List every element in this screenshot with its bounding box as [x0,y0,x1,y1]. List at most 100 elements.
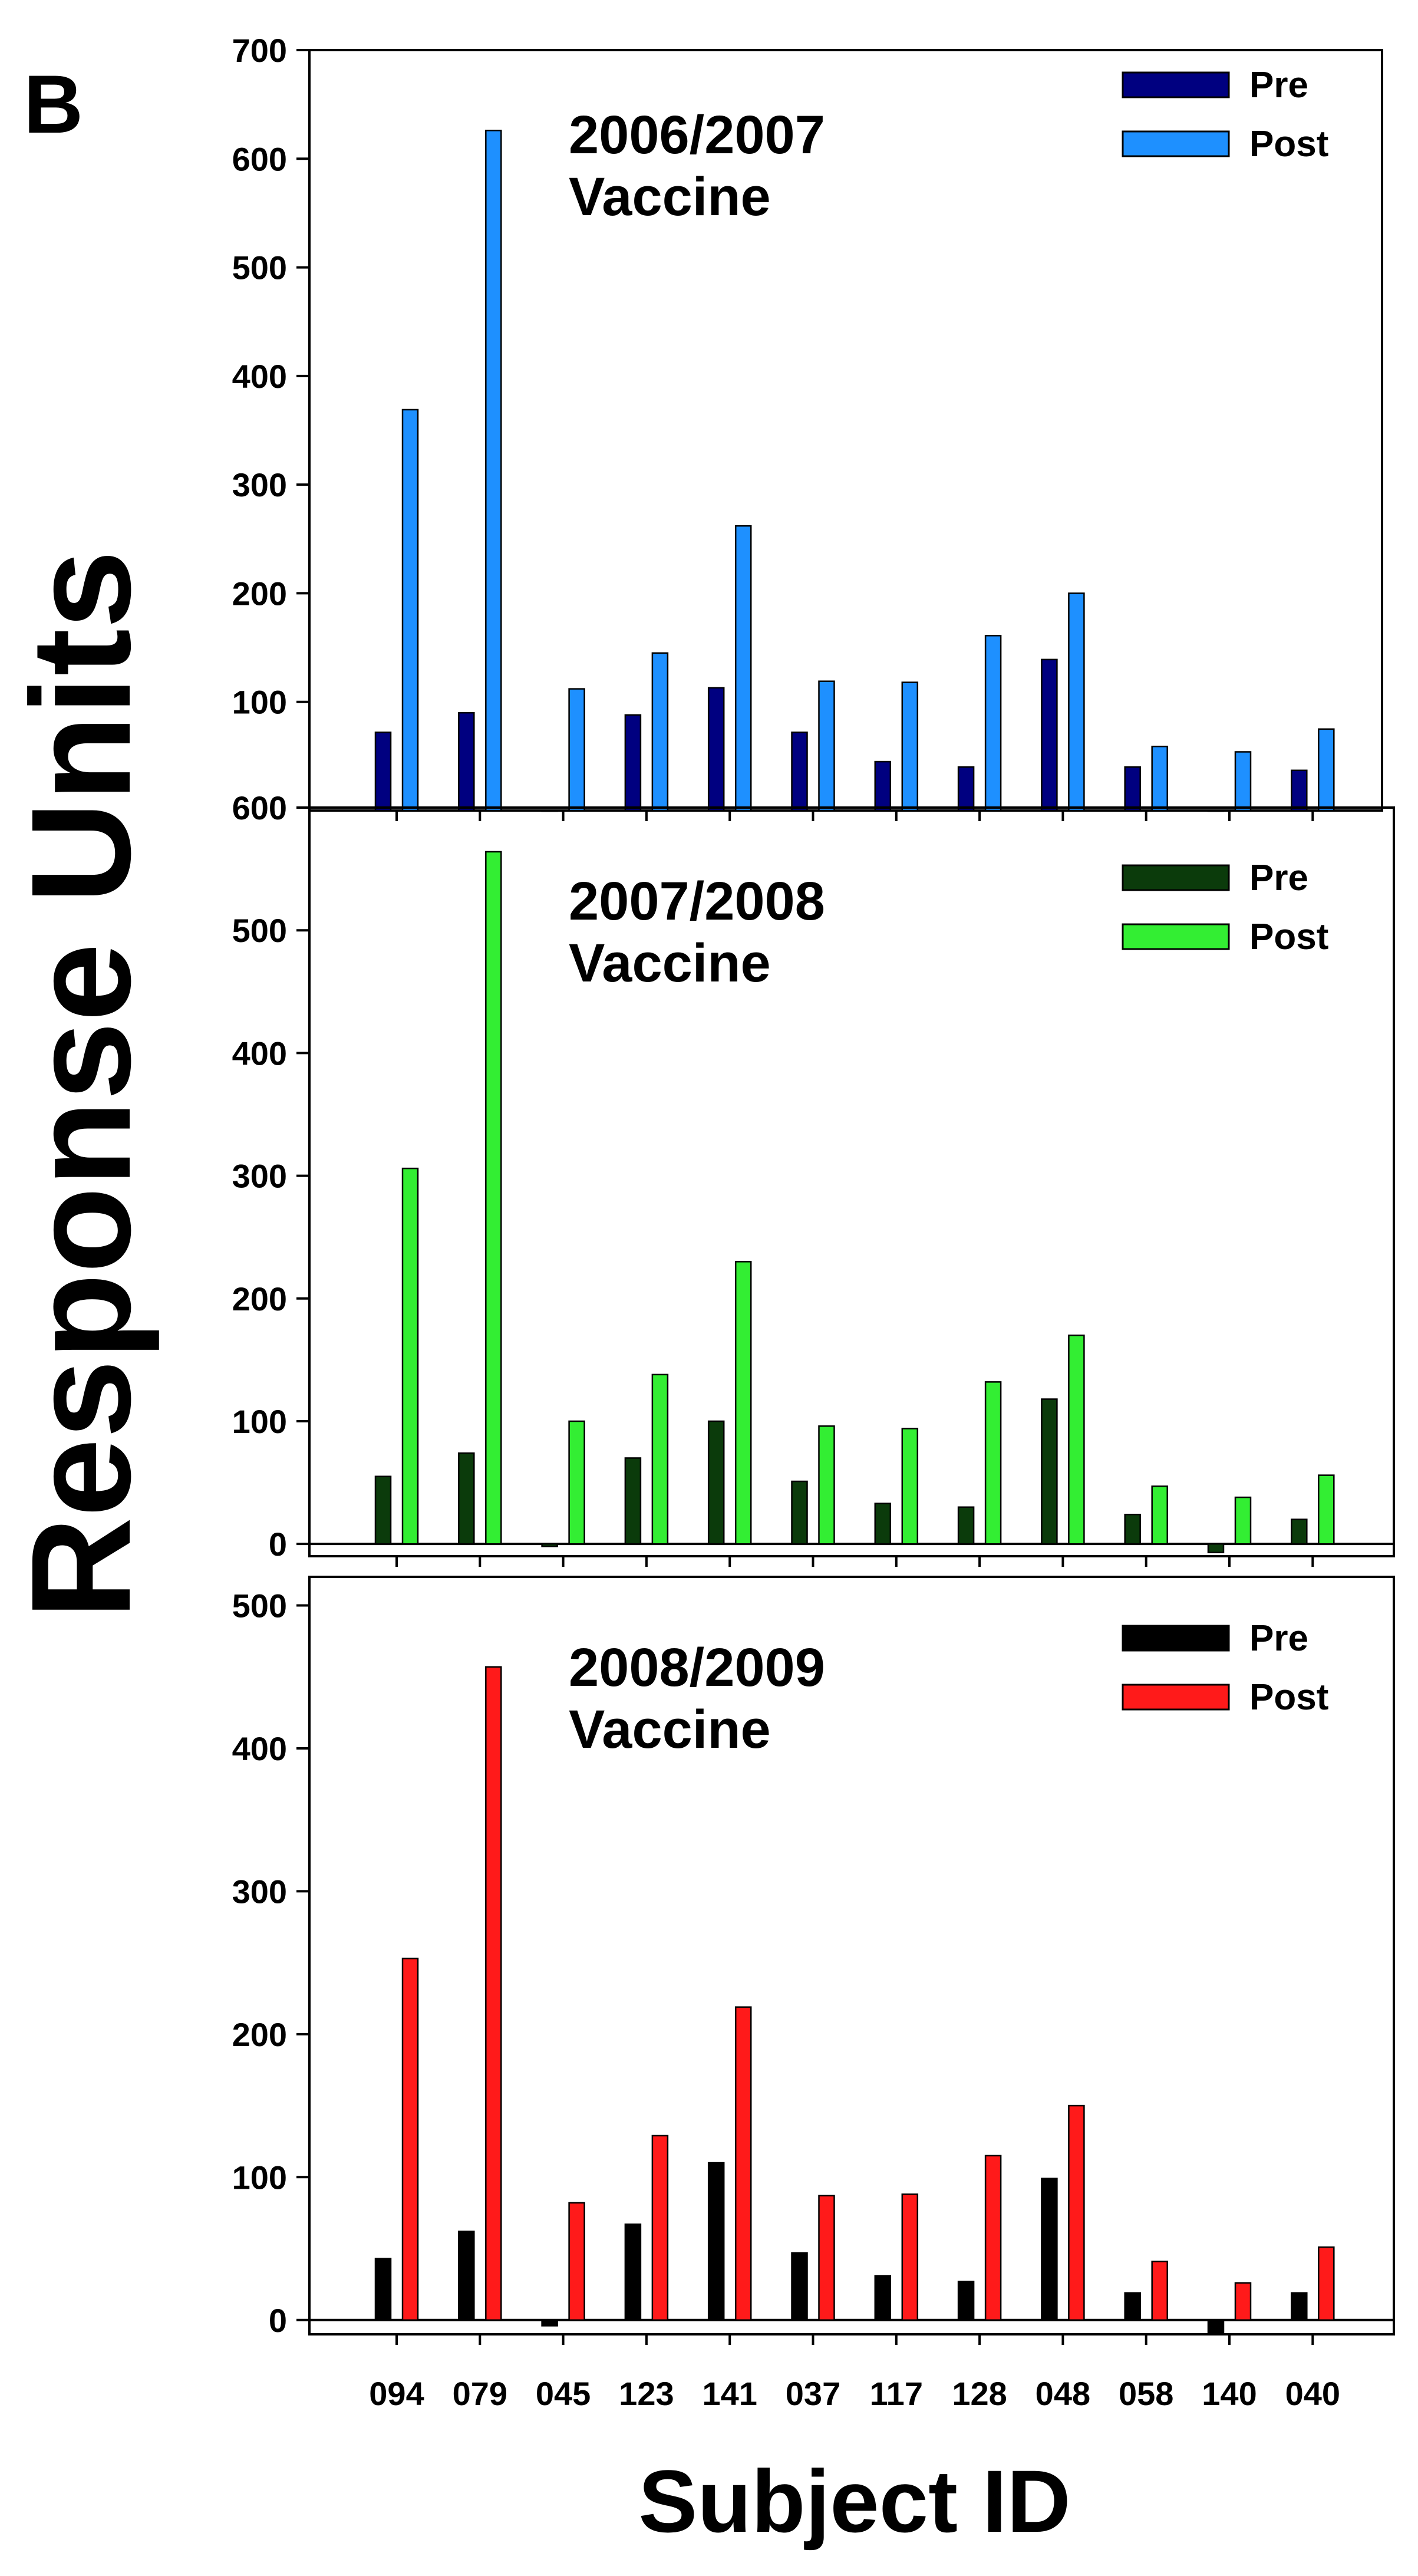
y-tick-label: 400 [232,358,287,395]
legend-label-post: Post [1249,1677,1328,1718]
bar-post-141 [734,2006,752,2321]
x-tick-label: 123 [619,2375,674,2412]
legend-swatch-post [1122,130,1230,157]
panel-title: 2006/2007 Vaccine [569,105,825,227]
bar-pre-045 [541,1543,558,1547]
bar-pre-048 [1041,2178,1058,2321]
bar-post-141 [734,1261,752,1545]
bar-pre-048 [1041,658,1058,812]
bar-pre-037 [791,2252,808,2321]
bar-pre-094 [374,1475,392,1545]
x-tick-label: 141 [702,2375,757,2412]
bar-pre-123 [624,2223,642,2321]
bar-pre-140 [1207,1543,1225,1554]
bar-post-094 [401,1958,419,2321]
bar-pre-079 [458,2231,475,2321]
panel-title-line: 2007/2008 [569,871,825,931]
bar-post-040 [1318,2246,1335,2321]
x-tick-label: 058 [1119,2375,1173,2412]
y-tick-label: 100 [232,2159,287,2196]
panel-title-line: 2008/2009 [569,1638,825,1698]
x-tick-label: 117 [870,2375,923,2412]
legend-swatch-pre [1122,864,1230,891]
bar-post-079 [485,851,502,1545]
bar-post-048 [1068,2104,1085,2321]
bar-post-040 [1318,728,1335,812]
bar-post-045 [568,2202,585,2321]
y-tick-label: 200 [232,1280,287,1317]
bar-post-140 [1234,751,1252,812]
y-tick-label: 400 [232,1730,287,1767]
legend-label-post: Post [1249,124,1328,164]
bar-pre-079 [458,1452,475,1545]
y-tick-label: 100 [232,1403,287,1440]
legend-swatch-post [1122,923,1230,950]
bar-post-079 [485,130,502,812]
panel-title-line: Vaccine [569,933,771,993]
y-tick-label: 500 [232,1587,287,1624]
bar-post-123 [651,1373,669,1545]
bar-post-140 [1234,2282,1252,2321]
panel-title: 2007/2008 Vaccine [569,871,825,993]
bar-pre-058 [1124,1513,1141,1545]
y-tick-label: 300 [232,1873,287,1910]
bar-pre-117 [874,2275,892,2321]
bar-post-045 [568,688,585,812]
chart-panel-2: 0 100 200 300 400 500 600 2007/2008 Vaccine Pre Po… [232,789,1395,1567]
bar-post-048 [1068,592,1085,812]
panel-letter: B [24,58,83,150]
bar-pre-048 [1041,1398,1058,1545]
bar-post-117 [901,1428,919,1545]
legend-label-post: Post [1249,917,1328,957]
bar-pre-040 [1291,769,1308,812]
bar-pre-037 [791,732,808,812]
x-tick-label: 040 [1285,2375,1340,2412]
y-tick-label: 300 [232,1158,287,1195]
y-tick-label: 200 [232,575,287,612]
bar-pre-058 [1124,2292,1141,2321]
y-tick-label: 500 [232,249,287,286]
bar-pre-141 [707,2162,725,2321]
panel-title-line: Vaccine [569,1699,771,1760]
bar-post-117 [901,681,919,812]
legend-label-pre: Pre [1249,858,1308,898]
bar-pre-128 [957,2281,975,2321]
bar-pre-045 [541,2319,558,2327]
legend-swatch-pre [1122,1625,1230,1652]
x-tick-label: 048 [1036,2375,1090,2412]
chart-panel-1: 100 200 300 400 500 600 700 2006/2007 Vaccine Pre… [232,32,1383,821]
bar-pre-117 [874,1503,892,1545]
y-tick-label: 0 [269,2302,287,2339]
x-tick-label: 079 [453,2375,507,2412]
bar-pre-079 [458,711,475,812]
y-tick-label: 400 [232,1035,287,1072]
bar-post-140 [1234,1496,1252,1545]
legend-swatch-post [1122,1684,1230,1711]
x-tick-label: 045 [536,2375,591,2412]
x-tick-label: 037 [786,2375,840,2412]
y-tick-label: 100 [232,684,287,721]
bar-pre-123 [624,714,642,812]
bar-post-123 [651,652,669,812]
y-tick-label: 600 [232,140,287,177]
bar-pre-040 [1291,1518,1308,1545]
bar-post-094 [401,1167,419,1545]
plot-frame [308,806,1395,1557]
bar-post-058 [1151,746,1168,812]
panel-title-line: Vaccine [569,167,771,227]
x-tick-label: 128 [952,2375,1007,2412]
bar-post-037 [818,2195,835,2321]
x-axis-title: Subject ID [638,2452,1070,2551]
bar-pre-117 [874,760,892,812]
bar-post-094 [401,409,419,812]
y-tick-label: 500 [232,912,287,949]
bar-pre-141 [707,1420,725,1545]
bar-pre-128 [957,766,975,812]
bar-post-058 [1151,1485,1168,1545]
y-tick-label: 200 [232,2016,287,2053]
y-axis-title: Response Units [2,550,160,1619]
bar-pre-040 [1291,2292,1308,2321]
bar-pre-128 [957,1506,975,1545]
